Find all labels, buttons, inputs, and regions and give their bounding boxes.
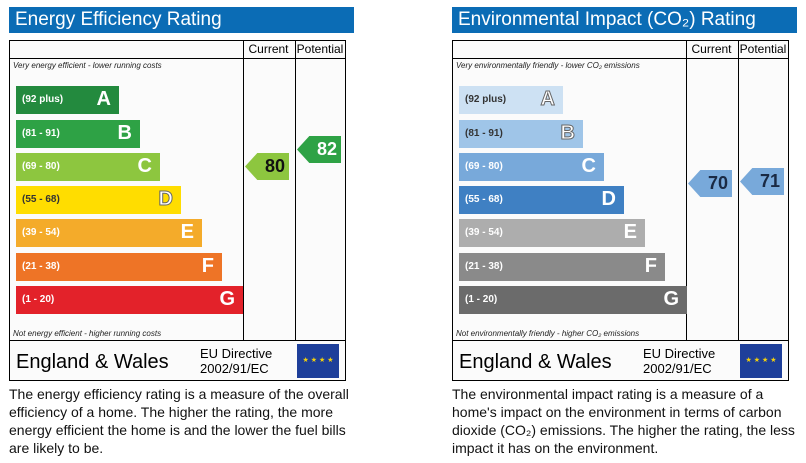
band-g: (1 - 20) G — [16, 286, 243, 314]
eu-flag-icon: ★ ★ ★ ★ — [740, 344, 782, 378]
band-range: (55 - 68) — [22, 194, 60, 205]
band-letter: G — [219, 288, 235, 310]
current-header: Current — [691, 42, 732, 56]
bottom-note: Not energy efficient - higher running co… — [13, 329, 162, 338]
band-range: (69 - 80) — [465, 161, 503, 172]
directive-label: EU Directive — [643, 346, 716, 361]
band-a: (92 plus) A — [16, 86, 119, 114]
band-letter: E — [623, 221, 637, 243]
band-d: (55 - 68) D — [16, 186, 181, 214]
current-header: Current — [248, 42, 289, 56]
environmental-impact-chart: Environmental Impact (CO₂) Rating Curren… — [452, 0, 797, 463]
band-range: (55 - 68) — [465, 194, 503, 205]
band-range: (81 - 91) — [22, 128, 60, 139]
band-range: (1 - 20) — [465, 294, 498, 305]
band-letter: D — [158, 188, 173, 211]
band-letter: A — [540, 88, 555, 111]
band-f: (21 - 38) F — [459, 253, 665, 281]
band-letter: F — [201, 255, 214, 277]
band-f: (21 - 38) F — [16, 253, 222, 281]
potential-column — [738, 41, 789, 340]
band-letter: D — [601, 188, 616, 210]
current-rating-arrow: 70 — [688, 170, 732, 197]
potential-column — [295, 41, 346, 340]
rating-table: Current Potential Very energy efficient … — [9, 40, 346, 381]
current-column — [686, 41, 738, 340]
chart-title: Energy Efficiency Rating — [9, 7, 354, 33]
directive-label: EU Directive — [200, 346, 273, 361]
band-letter: B — [560, 122, 575, 145]
band-letter: A — [96, 88, 111, 110]
header-row — [10, 41, 345, 59]
description: The energy efficiency rating is a measur… — [9, 386, 349, 456]
band-letter: B — [117, 122, 132, 144]
band-range: (39 - 54) — [465, 227, 503, 238]
band-letter: C — [581, 155, 596, 177]
energy-efficiency-chart: Energy Efficiency Rating Current Potenti… — [9, 0, 354, 463]
chart-title: Environmental Impact (CO₂) Rating — [452, 7, 797, 33]
bottom-note: Not environmentally friendly - higher CO… — [456, 329, 640, 338]
footer-row: England & Wales EU Directive 2002/91/EC ★… — [10, 340, 345, 381]
eu-directive: EU Directive 2002/91/EC — [200, 346, 272, 376]
band-range: (1 - 20) — [22, 294, 55, 305]
band-e: (39 - 54) E — [16, 219, 202, 247]
band-a: (92 plus) A — [459, 86, 563, 114]
directive-code: 2002/91/EC — [643, 361, 712, 376]
band-g: (1 - 20) G — [459, 286, 687, 314]
footer-row: England & Wales EU Directive 2002/91/EC ★… — [453, 340, 788, 381]
band-range: (39 - 54) — [22, 227, 60, 238]
header-row — [453, 41, 788, 59]
band-range: (92 plus) — [465, 94, 507, 105]
band-range: (81 - 91) — [465, 128, 503, 139]
band-e: (39 - 54) E — [459, 219, 645, 247]
description: The environmental impact rating is a mea… — [452, 386, 795, 456]
band-b: (81 - 91) B — [16, 120, 140, 148]
directive-code: 2002/91/EC — [200, 361, 269, 376]
potential-header: Potential — [296, 42, 344, 56]
band-range: (69 - 80) — [22, 161, 60, 172]
band-letter: G — [663, 288, 679, 310]
region-label: England & Wales — [459, 351, 612, 373]
potential-header: Potential — [739, 42, 787, 56]
band-letter: E — [180, 221, 194, 243]
band-letter: C — [137, 155, 152, 177]
band-range: (92 plus) — [22, 94, 64, 105]
rating-table: Current Potential Very environmentally f… — [452, 40, 789, 381]
region-label: England & Wales — [16, 351, 169, 373]
eu-flag-icon: ★ ★ ★ ★ — [297, 344, 339, 378]
band-range: (21 - 38) — [465, 261, 503, 272]
eu-directive: EU Directive 2002/91/EC — [643, 346, 715, 376]
band-d: (55 - 68) D — [459, 186, 624, 214]
current-column — [243, 41, 295, 340]
top-note: Very environmentally friendly - lower CO… — [456, 61, 640, 70]
band-c: (69 - 80) C — [16, 153, 160, 181]
band-b: (81 - 91) B — [459, 120, 583, 148]
top-note: Very energy efficient - lower running co… — [13, 61, 162, 70]
band-letter: F — [644, 255, 657, 277]
band-c: (69 - 80) C — [459, 153, 604, 181]
band-range: (21 - 38) — [22, 261, 60, 272]
